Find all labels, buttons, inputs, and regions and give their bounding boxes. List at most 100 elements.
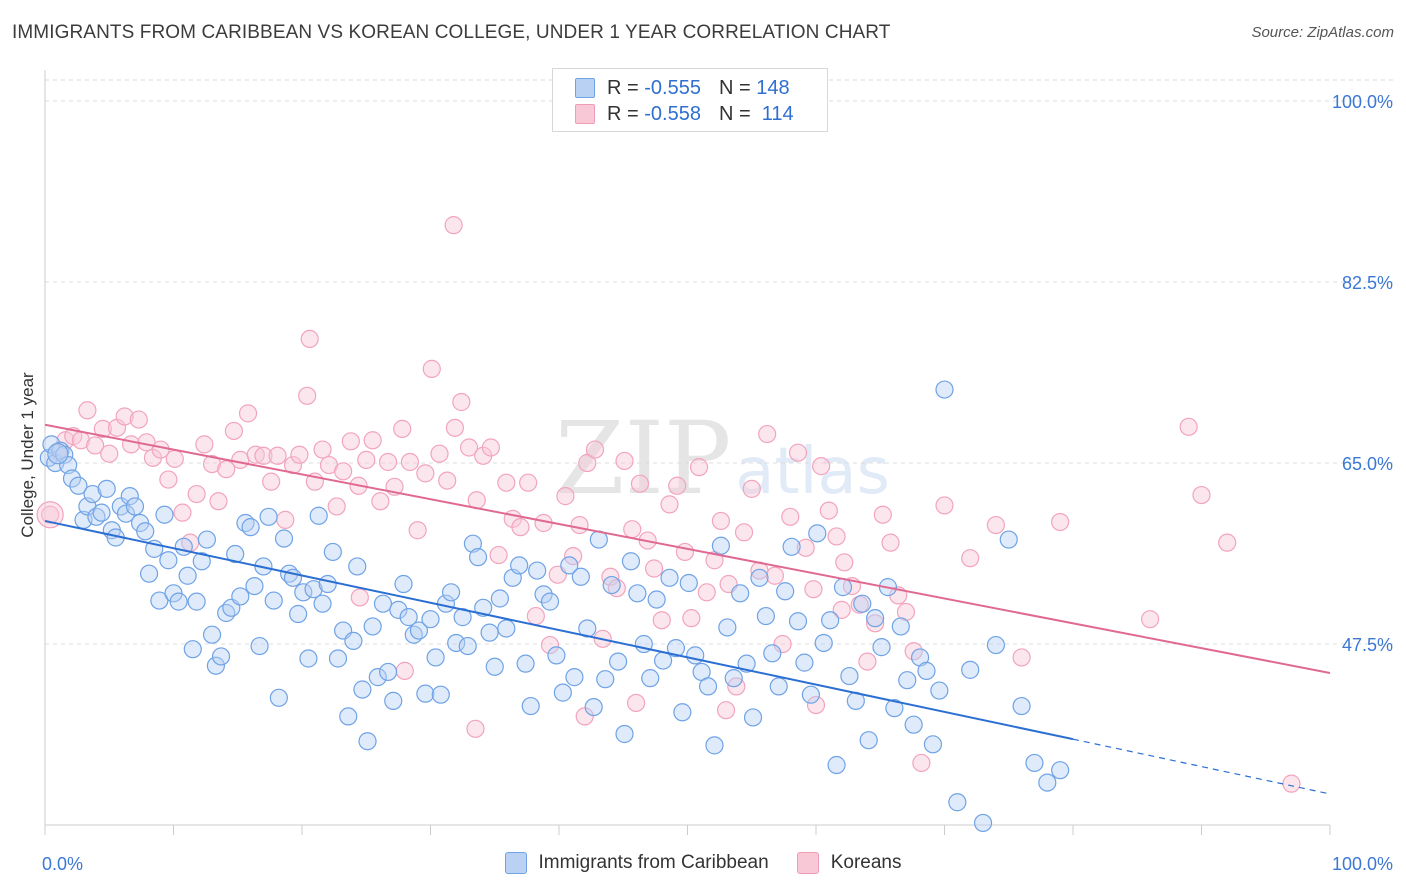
point-caribbean — [615, 724, 634, 744]
point-caribbean — [565, 668, 584, 687]
point-koreans — [675, 542, 695, 562]
legend-row-caribbean: R = -0.555 N = 148 — [575, 75, 790, 101]
point-koreans — [881, 533, 900, 552]
point-caribbean — [948, 793, 967, 812]
point-koreans — [408, 521, 427, 540]
point-caribbean — [304, 580, 323, 599]
point-caribbean — [358, 732, 377, 751]
point-caribbean — [1012, 696, 1031, 716]
point-caribbean — [183, 640, 202, 659]
point-koreans — [224, 421, 243, 441]
point-koreans — [422, 359, 441, 378]
point-koreans — [742, 479, 761, 498]
point-koreans — [327, 497, 346, 516]
point-koreans — [350, 588, 369, 607]
point-koreans — [519, 473, 538, 492]
point-caribbean — [596, 670, 615, 689]
legend-item-koreans: Koreans — [796, 852, 902, 874]
point-koreans — [1218, 533, 1237, 552]
point-caribbean — [192, 552, 211, 571]
point-koreans — [623, 520, 642, 539]
y-tick-label: 100.0% — [1332, 92, 1393, 112]
point-caribbean — [458, 636, 477, 656]
point-koreans — [165, 449, 184, 468]
point-caribbean — [961, 660, 980, 679]
point-koreans — [832, 600, 851, 619]
point-caribbean — [389, 600, 408, 619]
point-koreans — [1051, 512, 1070, 532]
point-caribbean — [92, 503, 111, 522]
point-caribbean — [917, 661, 936, 680]
point-koreans — [268, 446, 287, 465]
point-caribbean — [447, 633, 466, 653]
point-koreans — [100, 444, 119, 463]
point-caribbean — [1025, 753, 1044, 773]
point-koreans — [416, 464, 435, 483]
point-koreans — [660, 495, 679, 514]
point-caribbean — [416, 684, 435, 703]
point-koreans — [430, 444, 449, 463]
point-koreans — [452, 392, 471, 412]
point-koreans — [298, 386, 317, 405]
point-caribbean — [139, 564, 159, 583]
point-koreans — [444, 216, 463, 235]
point-caribbean — [69, 476, 88, 495]
n-value-koreans: 114 — [761, 102, 794, 125]
point-caribbean — [480, 623, 499, 642]
point-koreans — [202, 454, 222, 474]
legend-swatch-caribbean — [504, 852, 527, 874]
point-koreans — [209, 492, 228, 511]
point-koreans — [86, 436, 105, 455]
point-koreans — [41, 505, 60, 524]
point-koreans — [466, 719, 485, 738]
point-caribbean — [399, 608, 418, 627]
point-caribbean — [510, 556, 529, 575]
point-koreans — [578, 453, 597, 473]
point-caribbean — [609, 652, 628, 671]
point-koreans — [1192, 485, 1211, 505]
point-caribbean — [178, 566, 197, 585]
correlation-legend: R = -0.555 N = 148 R = -0.558 N = 114 — [552, 68, 828, 132]
point-caribbean — [136, 522, 155, 541]
source-label: Source: ZipAtlas.com — [1251, 24, 1394, 41]
point-caribbean — [373, 594, 393, 613]
point-caribbean — [833, 578, 853, 597]
swatch-caribbean — [575, 78, 595, 98]
point-caribbean — [206, 656, 226, 675]
legend-label-koreans: Koreans — [830, 852, 902, 873]
point-caribbean — [299, 649, 318, 668]
point-caribbean — [840, 666, 859, 686]
point-caribbean — [827, 755, 846, 775]
point-koreans — [1179, 417, 1198, 436]
point-caribbean — [788, 612, 808, 631]
point-koreans — [378, 452, 398, 472]
point-koreans — [246, 445, 265, 464]
point-caribbean — [521, 696, 540, 716]
point-caribbean — [571, 567, 590, 586]
point-koreans — [238, 404, 258, 423]
point-caribbean — [923, 735, 943, 754]
point-koreans — [395, 661, 414, 680]
point-caribbean — [698, 677, 718, 696]
point-caribbean — [363, 617, 382, 636]
legend-row-koreans: R = -0.558 N = 114 — [575, 101, 794, 127]
point-koreans — [129, 410, 148, 429]
point-koreans — [711, 511, 731, 531]
point-koreans — [341, 432, 360, 451]
point-caribbean — [898, 671, 917, 690]
trendline-caribbean — [44, 519, 1074, 741]
point-caribbean — [1051, 761, 1070, 780]
point-caribbean — [560, 556, 579, 575]
point-caribbean — [686, 646, 705, 665]
point-caribbean — [782, 537, 801, 556]
y-tick-label: 47.5% — [1342, 635, 1393, 655]
point-koreans — [78, 401, 97, 420]
point-koreans — [540, 635, 560, 655]
point-caribbean — [999, 530, 1018, 549]
y-tick-label: 82.5% — [1342, 273, 1393, 293]
point-caribbean — [724, 669, 743, 688]
point-caribbean — [226, 544, 245, 564]
point-koreans — [644, 559, 664, 578]
point-koreans — [652, 611, 671, 630]
point-koreans — [115, 407, 134, 426]
